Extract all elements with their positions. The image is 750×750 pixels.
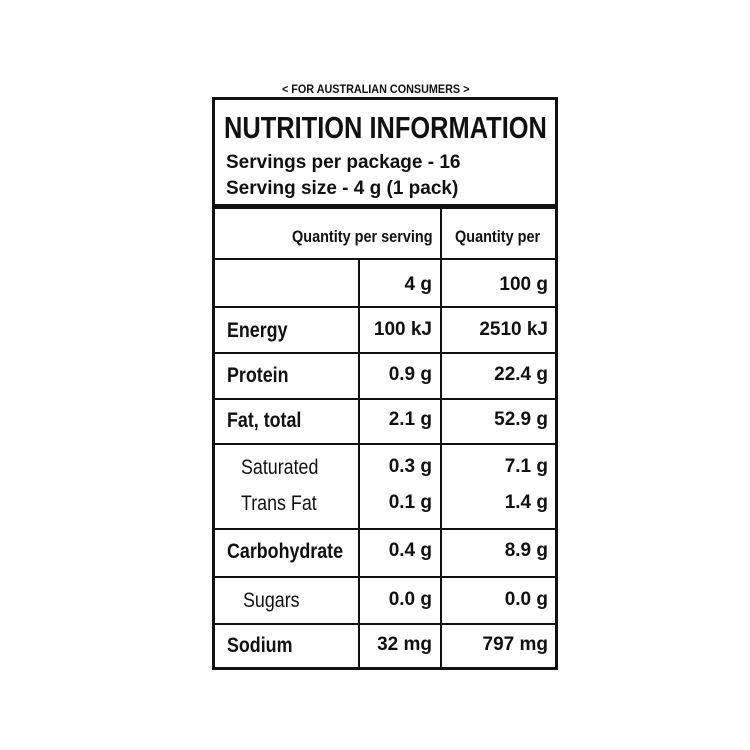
nutrient-name: Sodium <box>227 634 293 657</box>
unit-cell: 4 g <box>404 274 432 295</box>
per-serving: 2.1 g <box>388 409 432 430</box>
nutrient-name: Fat, total <box>227 409 302 432</box>
per-100g: 2510 kJ <box>479 319 548 340</box>
per-serving: 0.1 g <box>388 492 432 513</box>
label-border <box>212 97 558 670</box>
rule <box>212 258 558 260</box>
thick-rule <box>212 204 558 209</box>
per-100g: 7.1 g <box>504 456 548 477</box>
rule <box>212 576 558 578</box>
per-100g: 8.9 g <box>504 540 548 561</box>
nutrient-name: Trans Fat <box>241 492 317 515</box>
rule <box>212 623 558 625</box>
servings-per-package: Servings per package - 16 <box>226 152 461 173</box>
rule <box>212 352 558 354</box>
nutrient-name: Sugars <box>243 589 300 612</box>
column-header: Quantity per <box>455 227 541 246</box>
serving-size: Serving size - 4 g (1 pack) <box>226 178 459 199</box>
per-serving: 0.0 g <box>388 589 432 610</box>
per-100g: 0.0 g <box>504 589 548 610</box>
per-100g: 1.4 g <box>504 492 548 513</box>
nutrient-name: Energy <box>227 319 288 342</box>
nutrient-name: Carbohydrate <box>227 540 344 563</box>
rule <box>212 528 558 530</box>
per-100g: 797 mg <box>482 634 548 655</box>
nutrient-name: Protein <box>227 364 289 387</box>
per-100g: 52.9 g <box>494 409 548 430</box>
header-note: < FOR AUSTRALIAN CONSUMERS > <box>282 82 470 96</box>
per-serving: 32 mg <box>377 634 432 655</box>
per-serving: 0.3 g <box>388 456 432 477</box>
column-rule <box>358 260 360 667</box>
title: NUTRITION INFORMATION <box>224 110 547 145</box>
column-rule <box>440 209 442 667</box>
unit-cell: 100 g <box>499 274 548 295</box>
per-serving: 0.9 g <box>388 364 432 385</box>
rule <box>212 398 558 400</box>
per-100g: 22.4 g <box>494 364 548 385</box>
rule <box>212 443 558 445</box>
per-serving: 0.4 g <box>388 540 432 561</box>
column-header: Quantity per serving <box>292 227 433 246</box>
nutrient-name: Saturated <box>241 456 319 479</box>
rule <box>212 306 558 308</box>
per-serving: 100 kJ <box>373 319 432 340</box>
